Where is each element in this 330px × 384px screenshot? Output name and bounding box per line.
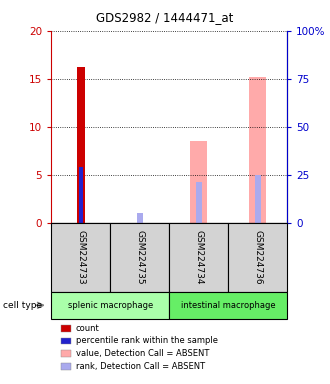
Bar (61, 350, 71, 357)
Bar (228, 223, 287, 292)
Bar (61, 325, 71, 332)
Text: splenic macrophage: splenic macrophage (68, 301, 153, 310)
Text: GDS2982 / 1444471_at: GDS2982 / 1444471_at (96, 11, 234, 24)
Bar (137, 213, 143, 223)
Text: value, Detection Call = ABSENT: value, Detection Call = ABSENT (76, 349, 209, 358)
Text: rank, Detection Call = ABSENT: rank, Detection Call = ABSENT (76, 362, 205, 371)
Bar (196, 182, 202, 223)
Bar (51, 223, 110, 292)
Bar (249, 77, 266, 223)
Bar (61, 338, 71, 344)
Text: GSM224735: GSM224735 (135, 230, 144, 285)
Bar (77, 67, 85, 223)
Text: GSM224734: GSM224734 (194, 230, 203, 285)
Bar (190, 141, 207, 223)
Text: cell type: cell type (3, 301, 43, 310)
Bar (255, 175, 261, 223)
Bar (169, 223, 228, 292)
Text: GSM224733: GSM224733 (76, 230, 85, 285)
Bar (51, 292, 169, 319)
Text: count: count (76, 324, 100, 333)
Bar (79, 167, 83, 223)
Bar (110, 223, 169, 292)
Text: intestinal macrophage: intestinal macrophage (181, 301, 276, 310)
Text: percentile rank within the sample: percentile rank within the sample (76, 336, 218, 346)
Bar (169, 292, 287, 319)
Text: GSM224736: GSM224736 (253, 230, 262, 285)
Bar (61, 363, 71, 370)
